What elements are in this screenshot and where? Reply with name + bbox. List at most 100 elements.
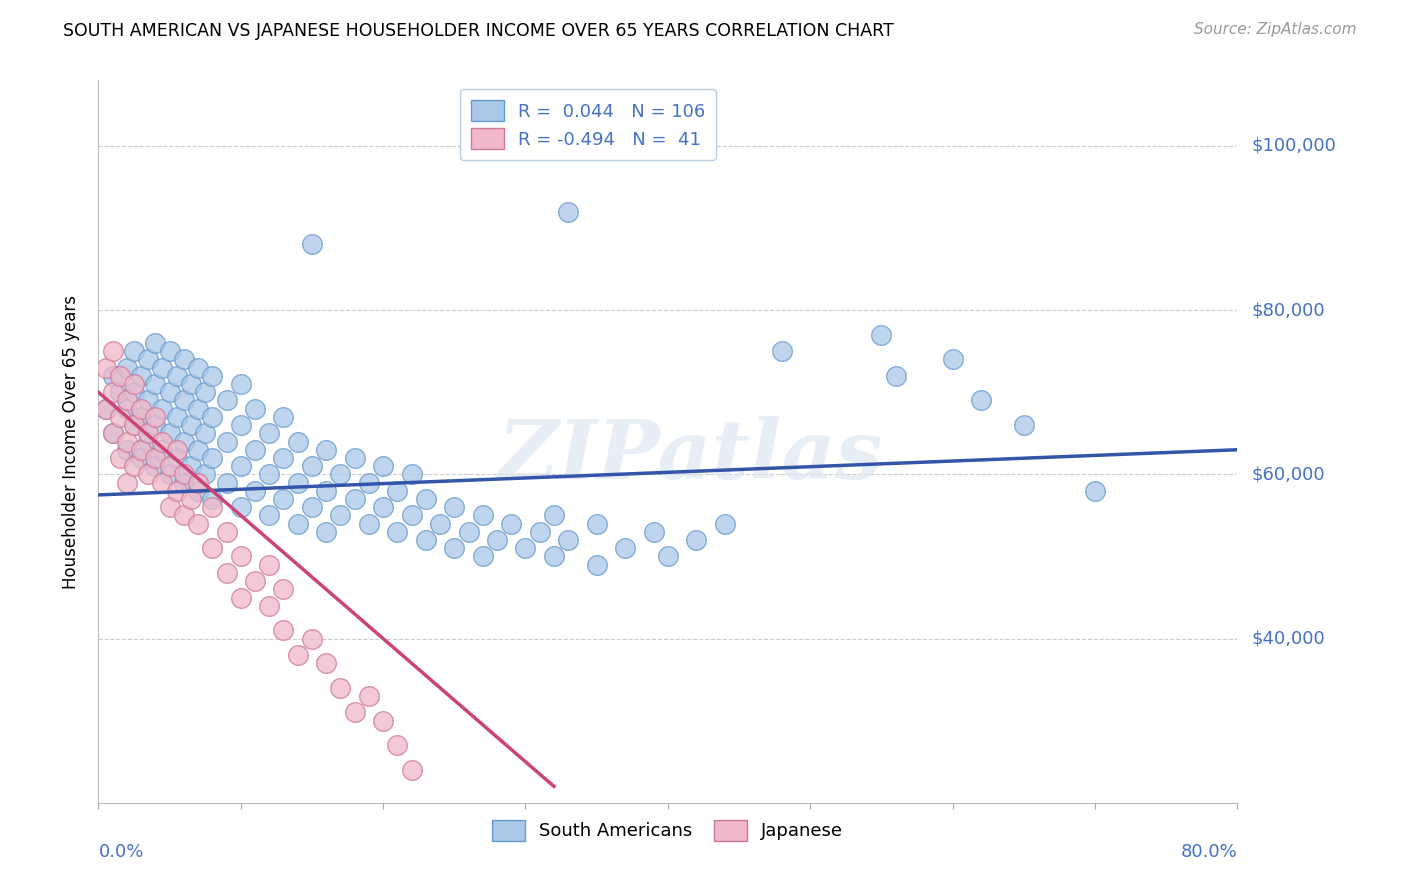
Point [387,483,409,498]
Point [122,377,145,392]
Point [315,483,337,498]
Point [201,541,224,556]
Point [215,434,238,449]
Text: $60,000: $60,000 [1251,466,1324,483]
Point [443,541,465,556]
Point [187,442,209,457]
Point [215,475,238,490]
Point [315,657,337,671]
Point [657,549,679,564]
Point [159,344,181,359]
Point [357,689,380,703]
Point [357,516,380,531]
Point [471,549,494,564]
Point [122,385,145,400]
Point [173,475,195,490]
Point [543,508,565,523]
Point [401,763,423,777]
Point [315,524,337,539]
Point [101,426,124,441]
Point [229,377,252,392]
Point [1084,483,1107,498]
Point [187,401,209,416]
Point [201,368,224,383]
Text: 0.0%: 0.0% [98,843,143,861]
Text: 80.0%: 80.0% [1181,843,1237,861]
Point [159,500,181,515]
Point [770,344,793,359]
Point [229,459,252,474]
Point [166,409,188,424]
Point [115,401,138,416]
Point [343,491,366,506]
Point [273,409,295,424]
Point [373,459,395,474]
Point [136,467,159,482]
Point [129,442,152,457]
Point [129,368,152,383]
Point [201,491,224,506]
Point [122,418,145,433]
Point [129,450,152,465]
Text: $100,000: $100,000 [1251,137,1336,155]
Point [159,459,181,474]
Point [273,582,295,597]
Point [122,418,145,433]
Point [159,385,181,400]
Point [136,434,159,449]
Point [129,401,152,416]
Point [457,524,479,539]
Point [515,541,537,556]
Point [387,524,409,539]
Point [243,483,266,498]
Point [585,516,607,531]
Point [329,508,352,523]
Point [108,450,131,465]
Point [136,393,159,408]
Point [101,344,124,359]
Point [443,500,465,515]
Point [259,508,281,523]
Point [152,360,174,375]
Text: ZIPatlas: ZIPatlas [498,416,883,496]
Point [942,352,965,367]
Point [187,360,209,375]
Point [614,541,637,556]
Point [315,442,337,457]
Point [685,533,707,547]
Point [259,558,281,572]
Point [301,632,323,646]
Point [122,344,145,359]
Point [152,475,174,490]
Point [180,491,202,506]
Point [94,401,117,416]
Point [115,442,138,457]
Point [486,533,509,547]
Point [243,401,266,416]
Point [108,409,131,424]
Point [166,442,188,457]
Point [229,591,252,605]
Point [201,409,224,424]
Point [145,409,167,424]
Point [145,336,167,351]
Point [357,475,380,490]
Point [501,516,523,531]
Point [145,418,167,433]
Point [229,500,252,515]
Point [259,467,281,482]
Point [173,434,195,449]
Point [201,500,224,515]
Point [136,426,159,441]
Point [145,450,167,465]
Legend: South Americans, Japanese: South Americans, Japanese [485,813,851,848]
Point [180,459,202,474]
Point [1012,418,1035,433]
Point [401,508,423,523]
Point [108,368,131,383]
Point [187,483,209,498]
Point [429,516,451,531]
Point [187,516,209,531]
Point [273,450,295,465]
Point [101,426,124,441]
